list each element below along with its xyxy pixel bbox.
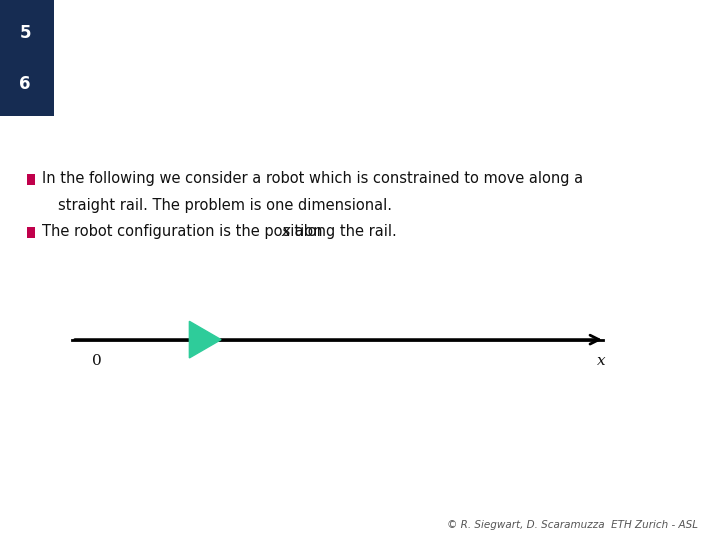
- Text: straight rail. The problem is one dimensional.: straight rail. The problem is one dimens…: [58, 199, 392, 213]
- Text: x: x: [597, 354, 606, 368]
- Text: 0: 0: [92, 354, 102, 368]
- Text: Example probability distributions for representing robot: Example probability distributions for re…: [61, 25, 660, 44]
- Bar: [0, 0, 54, 116]
- Text: along the rail.: along the rail.: [290, 225, 397, 239]
- Text: configurations: configurations: [61, 78, 215, 97]
- Text: The robot configuration is the position: The robot configuration is the position: [42, 225, 327, 239]
- Text: x: x: [282, 225, 290, 239]
- Bar: [27, 173, 35, 185]
- Bar: [27, 227, 35, 239]
- Polygon shape: [189, 321, 221, 358]
- Text: 5: 5: [19, 24, 31, 42]
- Text: In the following we consider a robot which is constrained to move along a: In the following we consider a robot whi…: [42, 171, 583, 186]
- Text: 6: 6: [19, 75, 31, 92]
- Text: © R. Siegwart, D. Scaramuzza  ETH Zurich - ASL: © R. Siegwart, D. Scaramuzza ETH Zurich …: [447, 521, 698, 530]
